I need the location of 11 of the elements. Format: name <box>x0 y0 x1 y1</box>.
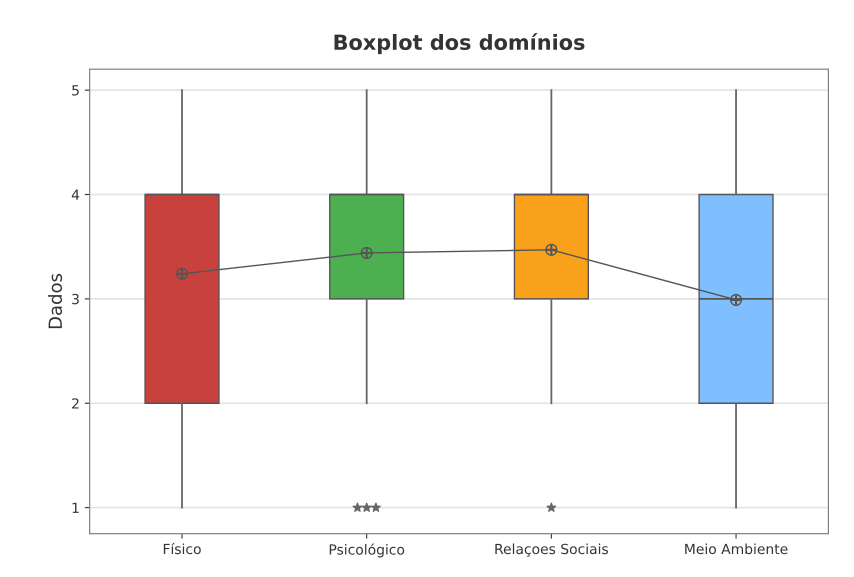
x-tick-label: Físico <box>164 542 201 554</box>
y-tick-label: 2 <box>72 398 79 409</box>
y-tick-label: 3 <box>72 294 79 304</box>
chart-title: Boxplot dos domínios <box>334 33 584 54</box>
x-tick-label: Psicológico <box>330 543 404 558</box>
x-tick-label: Meio Ambiente <box>685 543 788 554</box>
y-tick-label: 1 <box>72 502 79 513</box>
x-tick-label: Relaçoes Sociais <box>495 543 608 557</box>
y-tick-label: 5 <box>72 85 79 96</box>
y-tick-label: 4 <box>72 190 80 200</box>
y-axis-title: Dados <box>48 274 62 328</box>
